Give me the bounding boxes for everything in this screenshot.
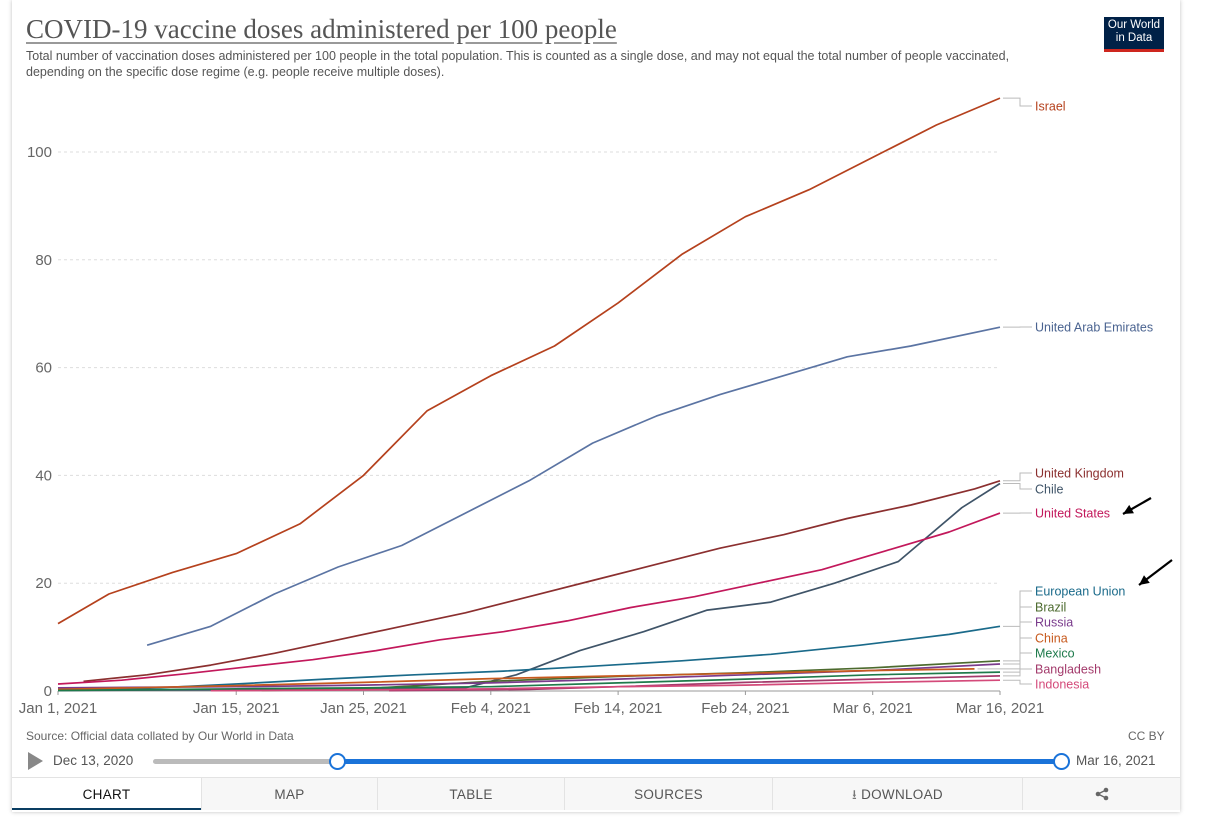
chart-title: COVID-19 vaccine doses administered per …: [26, 14, 617, 44]
source-note[interactable]: Source: Official data collated by Our Wo…: [26, 729, 294, 743]
series-line-united-kingdom: [83, 479, 1001, 683]
series-label: United Kingdom: [1035, 467, 1124, 481]
y-tick-label: 0: [44, 683, 52, 700]
tab-download[interactable]: ⭳ DOWNLOAD: [772, 778, 1022, 810]
label-leader-line: [1003, 590, 1032, 627]
tab-sources[interactable]: SOURCES: [564, 778, 772, 810]
chart-card: COVID-19 vaccine doses administered per …: [12, 0, 1180, 812]
y-tick-label: 80: [35, 252, 52, 269]
x-tick-label: Mar 6, 2021: [833, 700, 913, 717]
series-label: China: [1035, 632, 1068, 646]
arrow-annotation-icon: [1138, 559, 1173, 586]
timeline-end-label: Mar 16, 2021: [1076, 753, 1156, 768]
series-line-european-union: [57, 625, 1001, 691]
series-label: Mexico: [1035, 647, 1075, 661]
play-icon[interactable]: [28, 752, 43, 770]
x-tick-label: Jan 25, 2021: [320, 700, 407, 717]
label-leader-line: [1003, 472, 1032, 482]
x-tick-label: Feb 24, 2021: [701, 700, 789, 717]
series-line-united-arab-emirates: [146, 326, 1001, 647]
x-tick-label: Mar 16, 2021: [956, 700, 1044, 717]
series-label: Chile: [1035, 483, 1064, 497]
download-icon: ⭳: [852, 787, 858, 802]
license-label[interactable]: CC BY: [1128, 729, 1165, 743]
series-label: United Arab Emirates: [1035, 321, 1153, 335]
series-label: Russia: [1035, 616, 1073, 630]
timeline-track[interactable]: [153, 759, 1061, 764]
share-icon: [1095, 787, 1108, 801]
tab-chart[interactable]: CHART: [12, 778, 201, 810]
series-line-united-states: [57, 512, 1001, 685]
owid-logo[interactable]: Our World in Data: [1104, 17, 1164, 52]
series-line-israel: [57, 97, 1001, 625]
series-line-mexico: [57, 671, 1001, 692]
series-label: Israel: [1035, 100, 1066, 114]
series-label: Brazil: [1035, 601, 1066, 615]
series-label: European Union: [1035, 585, 1125, 599]
logo-line-2: in Data: [1115, 32, 1153, 44]
series-line-chile: [57, 482, 1001, 692]
chart-subtitle: Total number of vaccination doses admini…: [26, 49, 1010, 79]
y-tick-label: 100: [27, 144, 52, 161]
timeline-end-handle[interactable]: [1053, 753, 1070, 770]
label-leader-line: [1003, 668, 1032, 677]
series-line-bangladesh: [388, 675, 1001, 692]
y-tick-label: 60: [35, 360, 52, 377]
tab-bar: CHART MAP TABLE SOURCES ⭳ DOWNLOAD: [12, 777, 1180, 810]
x-tick-label: Feb 14, 2021: [574, 700, 662, 717]
series-label: Bangladesh: [1035, 663, 1101, 677]
label-leader-line: [1003, 652, 1032, 673]
label-leader-line: [1003, 621, 1032, 665]
logo-line-1: Our World: [1107, 19, 1161, 31]
tab-map[interactable]: MAP: [201, 778, 377, 810]
series-line-indonesia: [210, 679, 1001, 692]
x-tick-label: Jan 15, 2021: [193, 700, 280, 717]
tab-download-label: DOWNLOAD: [861, 787, 943, 802]
y-tick-label: 20: [35, 575, 52, 592]
label-leader-line: [1003, 482, 1032, 490]
tab-share[interactable]: [1022, 778, 1180, 810]
label-leader-line: [1003, 97, 1032, 107]
y-tick-label: 40: [35, 467, 52, 484]
arrow-annotation-icon: [1122, 497, 1152, 515]
line-chart: 0 20 40 60 80 100 Jan 1, 2021 Jan 15, 2021 Jan 2…: [19, 97, 1173, 717]
series-line-china: [57, 668, 975, 691]
x-tick-label: Jan 1, 2021: [19, 700, 97, 717]
label-leader-line: [1003, 679, 1032, 685]
x-tick-label: Feb 4, 2021: [451, 700, 531, 717]
series-label: Indonesia: [1035, 678, 1089, 692]
series-label: United States: [1035, 507, 1110, 521]
timeline-start-label: Dec 13, 2020: [53, 753, 134, 768]
tab-table[interactable]: TABLE: [377, 778, 564, 810]
timeline-start-handle[interactable]: [329, 753, 347, 770]
timeline-selected-range: [337, 759, 1061, 764]
